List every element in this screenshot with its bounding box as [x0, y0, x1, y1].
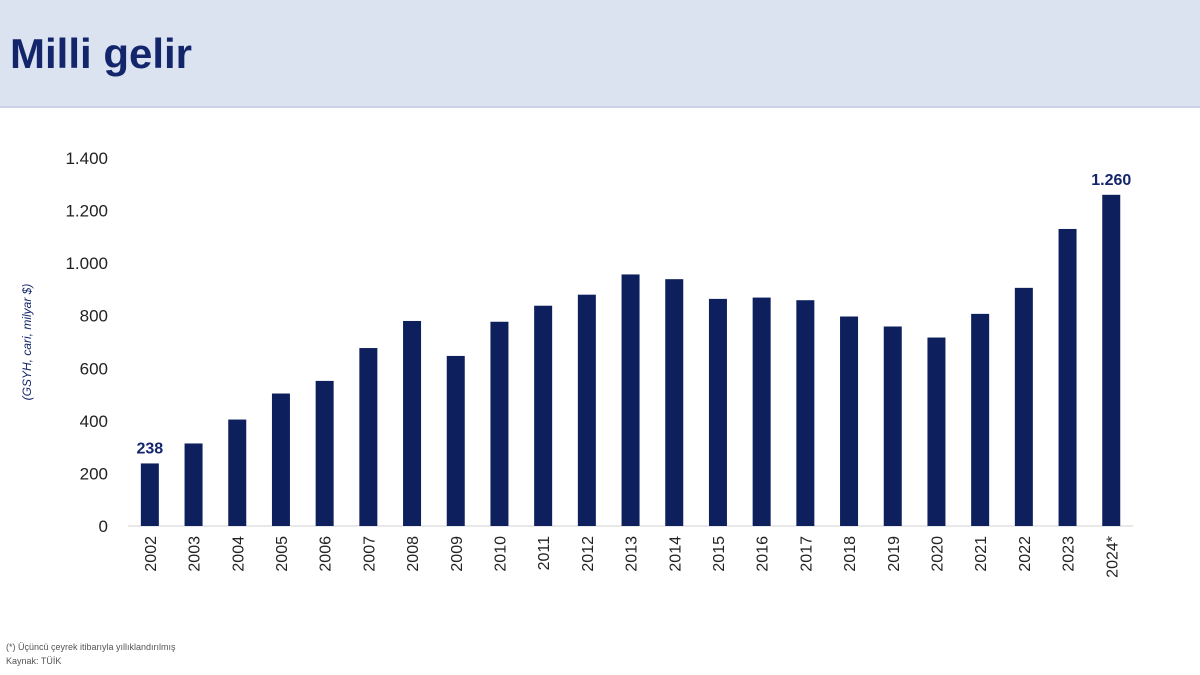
bar-2007: [359, 348, 378, 526]
bar-2009: [446, 355, 465, 526]
x-tick-label: 2008: [405, 536, 422, 572]
x-tick-label: 2022: [1017, 536, 1034, 572]
x-tick-label: 2014: [667, 536, 684, 572]
bar-2017: [796, 300, 815, 526]
bar-2005: [271, 393, 290, 526]
y-tick-label: 1.400: [65, 149, 108, 168]
bar-2014: [665, 279, 684, 526]
y-axis-label: (GSYH, cari, milyar $): [20, 284, 34, 401]
x-tick-label: 2016: [755, 536, 772, 572]
bar-2020: [927, 337, 946, 526]
bar-2008: [403, 320, 422, 526]
bar-2019: [883, 326, 902, 526]
footnote: (*) Üçüncü çeyrek itibarıyla yıllıklandı…: [6, 642, 176, 652]
x-tick-label: 2013: [624, 536, 641, 572]
data-label: 1.260: [1091, 172, 1131, 189]
y-tick-label: 1.200: [65, 202, 108, 221]
bar-2010: [490, 321, 509, 526]
x-tick-label: 2015: [711, 536, 728, 572]
y-tick-label: 400: [80, 412, 108, 431]
bar-2013: [621, 274, 640, 526]
x-tick-label: 2002: [143, 536, 160, 572]
bar-2011: [534, 305, 553, 526]
bar-2023: [1058, 228, 1077, 526]
x-tick-label: 2017: [798, 536, 815, 572]
bar-2004: [228, 419, 247, 526]
x-tick-label: 2020: [929, 536, 946, 572]
x-tick-label: 2023: [1061, 536, 1078, 572]
bar-2018: [840, 316, 859, 526]
x-tick-label: 2010: [492, 536, 509, 572]
y-tick-label: 600: [80, 359, 108, 378]
x-tick-label: 2012: [580, 536, 597, 572]
page-title: Milli gelir: [10, 30, 193, 77]
bar-2012: [577, 294, 596, 526]
x-tick-label: 2021: [973, 536, 990, 572]
header-band: Milli gelir: [0, 0, 1200, 108]
x-tick-label: 2009: [449, 536, 466, 572]
x-tick-label: 2004: [230, 536, 247, 572]
y-tick-label: 800: [80, 307, 108, 326]
data-label: 238: [136, 440, 163, 457]
bar-2021: [971, 313, 990, 526]
x-tick-label: 2003: [187, 536, 204, 572]
source-note: Kaynak: TÜİK: [6, 656, 62, 666]
bar-2006: [315, 380, 334, 526]
x-tick-label: 2006: [318, 536, 335, 572]
bar-2002: [140, 463, 159, 526]
x-tick-label: 2007: [361, 536, 378, 572]
bar-2003: [184, 443, 203, 526]
y-tick-label: 0: [99, 517, 108, 536]
x-tick-label: 2018: [842, 536, 859, 572]
x-tick-label: 2011: [536, 536, 553, 571]
bar-2016: [752, 297, 771, 526]
x-tick-label: 2019: [886, 536, 903, 572]
bar-2015: [708, 298, 727, 526]
y-tick-label: 1.000: [65, 254, 108, 273]
bar-2024*: [1102, 194, 1121, 527]
y-tick-label: 200: [80, 464, 108, 483]
x-tick-label: 2024*: [1104, 536, 1121, 578]
x-tick-label: 2005: [274, 536, 291, 572]
bar-2022: [1014, 287, 1033, 526]
